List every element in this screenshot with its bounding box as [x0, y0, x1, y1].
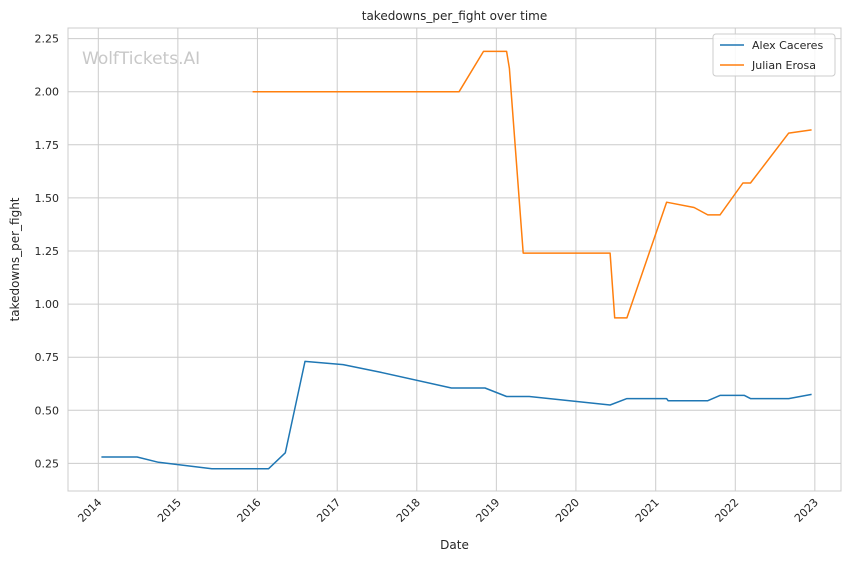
series-lines	[101, 50, 812, 470]
y-tick-label: 0.50	[35, 404, 60, 417]
watermark: WolfTickets.AI	[82, 49, 200, 69]
x-tick-label: 2020	[553, 496, 582, 525]
y-tick-label: 1.75	[35, 139, 60, 152]
x-axis-label: Date	[440, 538, 469, 552]
legend-label-alex-caceres: Alex Caceres	[752, 39, 823, 52]
y-tick-label: 2.25	[35, 33, 60, 46]
y-tick-label: 0.25	[35, 457, 60, 470]
plot-area	[67, 27, 842, 492]
x-tick-label: 2022	[712, 496, 741, 525]
x-tick-label: 2019	[473, 496, 502, 525]
legend-label-julian-erosa: Julian Erosa	[751, 59, 816, 72]
x-tick-label: 2015	[155, 496, 184, 525]
y-tick-label: 0.75	[35, 351, 60, 364]
x-tick-label: 2016	[235, 496, 264, 525]
y-tick-label: 2.00	[35, 86, 60, 99]
x-tick-label: 2018	[394, 496, 423, 525]
x-tick-label: 2014	[75, 496, 104, 525]
y-tick-labels: 0.25 0.50 0.75 1.00 1.25 1.50 1.75 2.00 2.25	[35, 33, 60, 471]
y-tick-label: 1.50	[35, 192, 60, 205]
y-tick-label: 1.25	[35, 245, 60, 258]
series-line-alex-caceres	[101, 360, 812, 470]
x-tick-label: 2023	[792, 496, 821, 525]
x-tick-label: 2021	[633, 496, 662, 525]
x-tick-label: 2017	[314, 496, 343, 525]
y-tick-label: 1.00	[35, 298, 60, 311]
legend: Alex Caceres Julian Erosa	[712, 33, 836, 77]
x-tick-labels: 2014 2015 2016 2017 2018 2019 2020 2021 2022 2023	[75, 496, 821, 525]
chart-title: takedowns_per_fight over time	[362, 9, 548, 23]
y-axis-label: takedowns_per_fight	[8, 197, 22, 321]
series-line-julian-erosa	[252, 50, 812, 319]
